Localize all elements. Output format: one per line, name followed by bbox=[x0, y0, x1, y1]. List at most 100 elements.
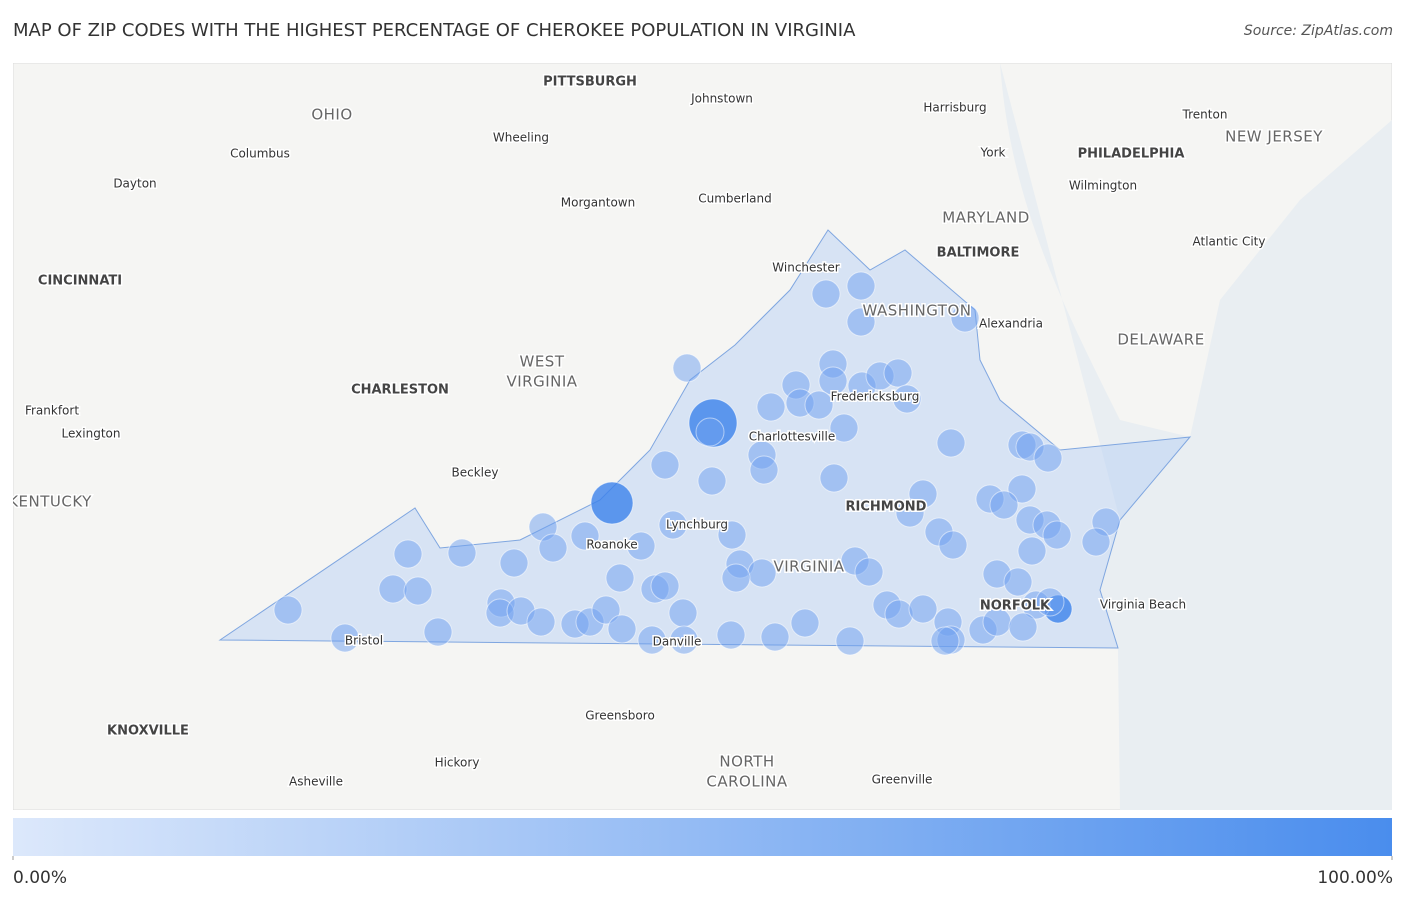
title: MAP OF ZIP CODES WITH THE HIGHEST PERCEN… bbox=[13, 20, 856, 41]
place-label: WASHINGTON bbox=[863, 302, 972, 320]
place-label: PHILADELPHIA bbox=[1078, 147, 1185, 162]
zip-marker bbox=[499, 548, 529, 578]
place-label: Beckley bbox=[452, 466, 499, 480]
zip-marker bbox=[697, 466, 727, 496]
zip-marker bbox=[1035, 587, 1065, 617]
place-label: Winchester bbox=[772, 261, 839, 275]
zip-marker bbox=[717, 520, 747, 550]
zip-marker bbox=[895, 498, 925, 528]
place-label: BALTIMORE bbox=[937, 246, 1020, 261]
place-label: CHARLESTON bbox=[351, 383, 449, 398]
place-label: KENTUCKY bbox=[8, 493, 92, 511]
zip-marker bbox=[804, 390, 834, 420]
zip-marker bbox=[950, 303, 980, 333]
zip-marker bbox=[591, 595, 621, 625]
zip-marker bbox=[938, 530, 968, 560]
zip-marker bbox=[1008, 612, 1038, 642]
place-label: Cumberland bbox=[698, 192, 772, 206]
place-label: KNOXVILLE bbox=[107, 724, 189, 739]
zip-marker bbox=[749, 455, 779, 485]
zip-marker bbox=[658, 510, 688, 540]
zip-marker bbox=[526, 607, 556, 637]
place-label: Wheeling bbox=[493, 131, 549, 145]
place-label: Greenville bbox=[872, 773, 933, 787]
zip-marker bbox=[854, 557, 884, 587]
zip-marker bbox=[892, 384, 922, 414]
place-label: Fredericksburg bbox=[831, 390, 920, 404]
place-label: Wilmington bbox=[1069, 179, 1137, 193]
legend-bar bbox=[13, 818, 1392, 856]
zip-marker bbox=[672, 353, 702, 383]
zip-marker bbox=[936, 428, 966, 458]
zip-marker bbox=[756, 392, 786, 422]
legend-max: 100.00% bbox=[1317, 868, 1393, 888]
zip-marker bbox=[668, 598, 698, 628]
zip-marker bbox=[330, 623, 360, 653]
place-label: PITTSBURGH bbox=[543, 75, 637, 90]
zip-marker bbox=[538, 533, 568, 563]
place-label: Morgantown bbox=[561, 196, 635, 210]
place-label: Lynchburg bbox=[666, 518, 728, 532]
zip-marker bbox=[884, 599, 914, 629]
map: PITTSBURGH Johnstown OHIO Harrisburg Trenton… bbox=[8, 63, 1392, 810]
place-label: Atlantic City bbox=[1193, 235, 1266, 249]
place-label: Danville bbox=[653, 635, 702, 649]
place-label: Bristol bbox=[345, 634, 383, 648]
zip-marker bbox=[393, 539, 423, 569]
zip-marker bbox=[378, 574, 408, 604]
zip-marker bbox=[607, 614, 637, 644]
zip-marker bbox=[669, 625, 699, 655]
place-label: Virginia Beach bbox=[1100, 598, 1186, 612]
zip-marker bbox=[721, 563, 751, 593]
zip-marker bbox=[626, 531, 656, 561]
place-label: Lexington bbox=[62, 427, 121, 441]
place-label: Roanoke bbox=[586, 538, 637, 552]
zip-marker bbox=[883, 358, 913, 388]
source: Source: ZipAtlas.com bbox=[1244, 23, 1393, 39]
zip-marker bbox=[590, 481, 634, 525]
place-label: MARYLAND bbox=[942, 209, 1030, 227]
place-label: Frankfort bbox=[25, 404, 79, 418]
place-label: Greensboro bbox=[585, 709, 655, 723]
zip-marker bbox=[273, 595, 303, 625]
place-label: Harrisburg bbox=[923, 101, 986, 115]
zip-marker bbox=[1042, 520, 1072, 550]
zip-marker bbox=[605, 563, 635, 593]
zip-marker bbox=[930, 626, 960, 656]
zip-marker bbox=[835, 626, 865, 656]
zip-marker bbox=[760, 622, 790, 652]
zip-marker bbox=[403, 576, 433, 606]
place-label: Johnstown bbox=[690, 92, 753, 106]
zip-marker bbox=[846, 307, 876, 337]
place-label: Asheville bbox=[289, 775, 343, 789]
zip-markers bbox=[273, 271, 1121, 656]
zip-marker bbox=[747, 558, 777, 588]
ocean bbox=[1000, 63, 1392, 810]
place-labels: PITTSBURGH Johnstown OHIO Harrisburg Trenton… bbox=[8, 73, 1324, 792]
zip-marker bbox=[1081, 527, 1111, 557]
place-label: DELAWARE bbox=[1117, 331, 1204, 349]
place-label: WEST bbox=[520, 353, 565, 371]
place-label: NEW JERSEY bbox=[1225, 128, 1323, 146]
zip-marker bbox=[570, 521, 600, 551]
zip-marker bbox=[819, 463, 849, 493]
zip-marker bbox=[908, 594, 938, 624]
zip-marker bbox=[716, 620, 746, 650]
place-label: VIRGINIA bbox=[773, 558, 844, 576]
zip-marker bbox=[846, 271, 876, 301]
place-label: Alexandria bbox=[979, 317, 1043, 331]
zip-marker bbox=[829, 413, 859, 443]
legend-min: 0.00% bbox=[13, 868, 67, 888]
place-label: York bbox=[980, 146, 1006, 160]
zip-marker bbox=[811, 279, 841, 309]
zip-marker bbox=[790, 608, 820, 638]
zip-marker bbox=[695, 417, 725, 447]
place-label: NORFOLK bbox=[980, 599, 1051, 614]
place-label: Trenton bbox=[1182, 108, 1228, 122]
zip-marker bbox=[423, 617, 453, 647]
zip-marker bbox=[1017, 536, 1047, 566]
place-label: Dayton bbox=[113, 177, 156, 191]
place-label: VIRGINIA bbox=[506, 373, 577, 391]
zip-marker bbox=[989, 490, 1019, 520]
